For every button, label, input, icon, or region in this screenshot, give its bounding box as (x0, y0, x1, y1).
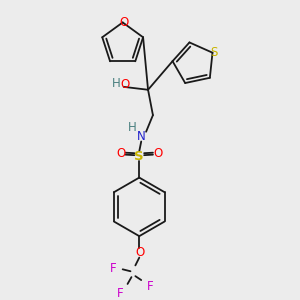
Text: O: O (116, 147, 125, 160)
Text: S: S (134, 150, 144, 163)
Text: O: O (153, 147, 162, 160)
Text: S: S (210, 46, 217, 59)
Text: F: F (110, 262, 116, 275)
Text: N: N (137, 130, 146, 143)
Text: O: O (136, 246, 145, 259)
Text: H: H (112, 77, 120, 90)
Text: H: H (128, 121, 137, 134)
Text: O: O (119, 16, 128, 29)
Text: F: F (147, 280, 153, 293)
Text: F: F (116, 287, 123, 300)
Text: O: O (120, 78, 129, 92)
